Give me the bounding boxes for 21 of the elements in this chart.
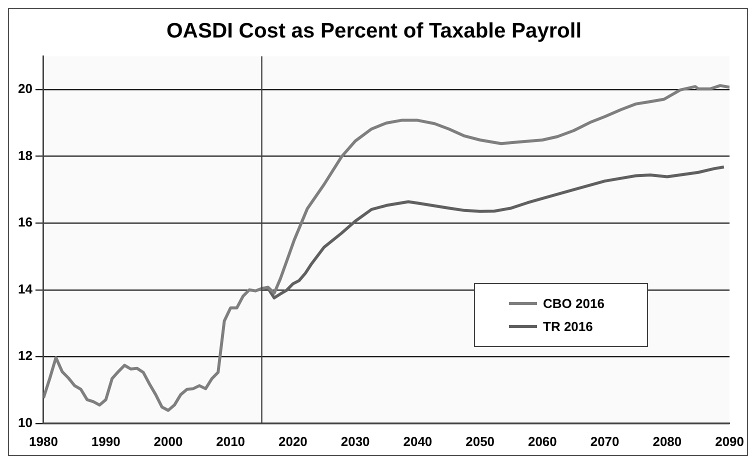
x-tick-label: 2000 (154, 434, 183, 449)
x-tick-label: 2030 (340, 434, 370, 449)
chart-title: OASDI Cost as Percent of Taxable Payroll (166, 19, 582, 42)
y-tick-label: 12 (18, 348, 32, 364)
y-tick-label: 14 (18, 281, 34, 296)
x-tick-label: 2080 (652, 434, 682, 449)
x-tick-label: 2010 (216, 434, 246, 449)
y-tick-label: 18 (18, 148, 32, 163)
y-tick-label: 10 (18, 414, 32, 430)
y-tick-label: 20 (18, 81, 32, 96)
x-tick-label: 1990 (91, 434, 120, 449)
legend-label: CBO 2016 (543, 296, 604, 311)
x-tick-label: 2020 (278, 434, 308, 449)
x-tick-label: 2040 (403, 434, 432, 449)
y-tick-label: 16 (18, 214, 32, 230)
x-tick-label: 1980 (29, 434, 58, 449)
x-tick-label: 2050 (466, 434, 495, 449)
legend-label: TR 2016 (543, 319, 593, 334)
x-tick-label: 2070 (590, 434, 620, 449)
x-tick-label: 2090 (715, 434, 744, 449)
x-tick-label: 2060 (528, 434, 557, 449)
